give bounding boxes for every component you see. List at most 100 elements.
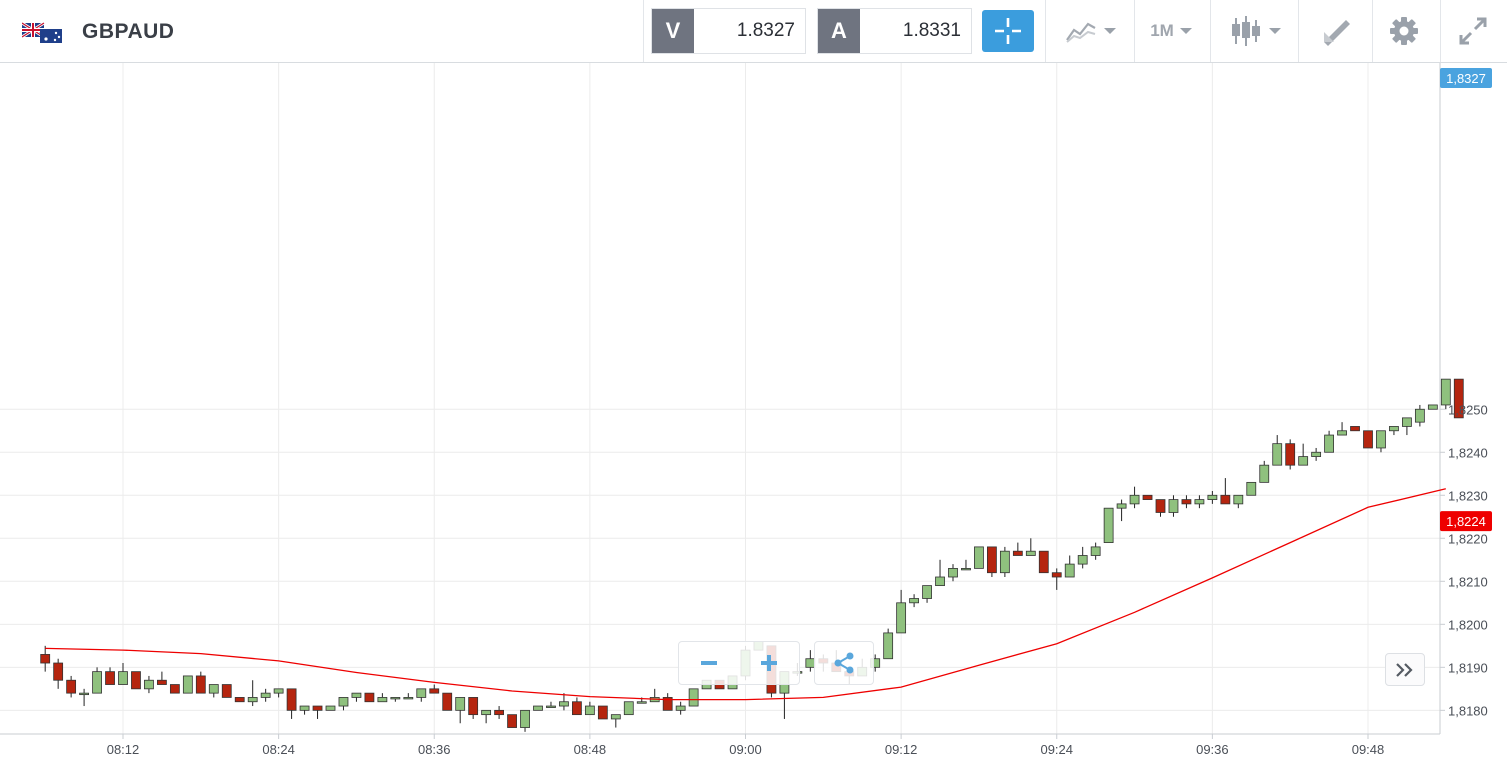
timeframe-dropdown[interactable]: 1M <box>1140 8 1202 54</box>
moving-average-tag-bg <box>1440 511 1492 532</box>
candle-up <box>533 705 543 711</box>
candle-down <box>169 684 180 694</box>
drawing-tools-button[interactable] <box>1308 8 1364 54</box>
candle-up <box>377 697 388 703</box>
candle-down <box>1453 378 1464 419</box>
y-tick-label: 1,8240 <box>1448 445 1488 460</box>
x-tick-label: 09:24 <box>1040 742 1073 757</box>
candle-up <box>546 705 556 708</box>
y-tick-label: 1,8190 <box>1448 660 1488 675</box>
candle-up <box>1324 434 1334 453</box>
chart-type-dropdown[interactable] <box>1220 8 1290 54</box>
candle-up <box>351 692 362 698</box>
candle-up <box>1298 456 1309 466</box>
candle-up <box>961 568 971 571</box>
price-chart[interactable]: 1,8180 1,8190 1,8200 1,8210 1,8220 1,8230 1,82… <box>0 63 1507 772</box>
candle-down <box>1181 499 1192 505</box>
x-tick-label: 09:36 <box>1196 742 1229 757</box>
y-tick-label: 1,8180 <box>1448 703 1488 718</box>
x-tick-label: 08:36 <box>418 742 451 757</box>
candle-down <box>597 705 608 720</box>
candle-up <box>208 684 219 694</box>
candle-up <box>1311 451 1322 457</box>
compare-button[interactable] <box>1055 8 1125 54</box>
divider <box>1372 0 1373 62</box>
y-tick-label: 1,8250 <box>1448 402 1488 417</box>
chevron-down-icon <box>1179 28 1192 34</box>
candle-up <box>481 709 492 716</box>
buy-label: A <box>818 9 860 53</box>
candle-up <box>1427 404 1438 410</box>
symbol-name: GBPAUD <box>82 20 175 43</box>
candle-up <box>999 550 1010 574</box>
candle-down <box>105 671 115 685</box>
candle-up <box>1389 426 1399 432</box>
candle-up <box>974 546 984 569</box>
candle-down <box>1350 426 1360 432</box>
candle-up <box>1129 494 1140 505</box>
candle-up <box>455 697 466 711</box>
symbol-header[interactable]: GBPAUD <box>21 18 175 46</box>
candle-up <box>1077 555 1088 565</box>
candle-up <box>896 602 907 634</box>
candle-down <box>494 709 504 716</box>
y-tick-label: 1,8230 <box>1448 488 1488 503</box>
candle-down <box>1142 494 1153 500</box>
candle-up <box>299 705 310 711</box>
candle-up <box>1194 499 1205 505</box>
crosshair-button[interactable] <box>982 10 1034 52</box>
candle-up <box>584 705 595 716</box>
divider <box>1045 0 1046 62</box>
divider <box>643 0 644 62</box>
candle-up <box>1440 378 1451 406</box>
candle-up <box>1272 443 1283 466</box>
buy-value: 1.8331 <box>902 20 961 41</box>
candle-up <box>1168 499 1179 513</box>
candle-up <box>416 688 427 698</box>
candle-down <box>195 675 206 694</box>
candle-down <box>286 688 297 711</box>
x-tick-label: 09:48 <box>1352 742 1385 757</box>
candle-up <box>883 632 894 660</box>
sell-value: 1.8327 <box>736 20 795 41</box>
zoom-out-button[interactable] <box>679 642 739 684</box>
candle-up <box>935 576 945 587</box>
x-tick-label: 08:48 <box>574 742 607 757</box>
x-tick-label: 09:12 <box>885 742 918 757</box>
timeframe-label: 1M <box>1150 21 1174 40</box>
share-icon <box>834 652 854 674</box>
scroll-to-latest-button[interactable] <box>1385 653 1425 686</box>
candle-up <box>636 701 647 704</box>
divider <box>1134 0 1135 62</box>
candle-down <box>1038 550 1049 574</box>
zoom-in-button[interactable] <box>739 642 799 684</box>
candle-up <box>909 598 919 604</box>
candle-up <box>1376 430 1386 449</box>
y-tick-label: 1,8200 <box>1448 617 1488 632</box>
candle-up <box>403 697 414 700</box>
last-price-tag: 1,8327 <box>1446 71 1486 86</box>
buy-price-button[interactable]: A 1.8331 <box>817 8 972 54</box>
candle-up <box>688 688 699 707</box>
double-chevron-right-icon <box>1396 662 1413 677</box>
candle-down <box>53 662 64 681</box>
candle-down <box>312 705 323 711</box>
candle-up <box>675 705 686 711</box>
fullscreen-button[interactable] <box>1448 8 1498 54</box>
candle-down <box>364 692 375 703</box>
settings-button[interactable] <box>1380 8 1428 54</box>
candle-down <box>572 701 582 716</box>
y-tick-label: 1,8220 <box>1448 531 1488 546</box>
share-button[interactable] <box>815 642 873 684</box>
candle-down <box>987 546 997 574</box>
minus-icon <box>701 661 717 665</box>
candle-down <box>221 684 232 698</box>
candle-up <box>559 701 569 707</box>
candle-up <box>182 675 193 694</box>
expand-icon <box>1459 17 1487 45</box>
candle-up <box>1064 563 1075 578</box>
sell-price-button[interactable]: V 1.8327 <box>651 8 806 54</box>
toolbar: GBPAUD V 1.8327 A 1.8331 1M <box>0 0 1507 63</box>
candle-up <box>260 692 271 698</box>
candle-down <box>662 697 673 711</box>
